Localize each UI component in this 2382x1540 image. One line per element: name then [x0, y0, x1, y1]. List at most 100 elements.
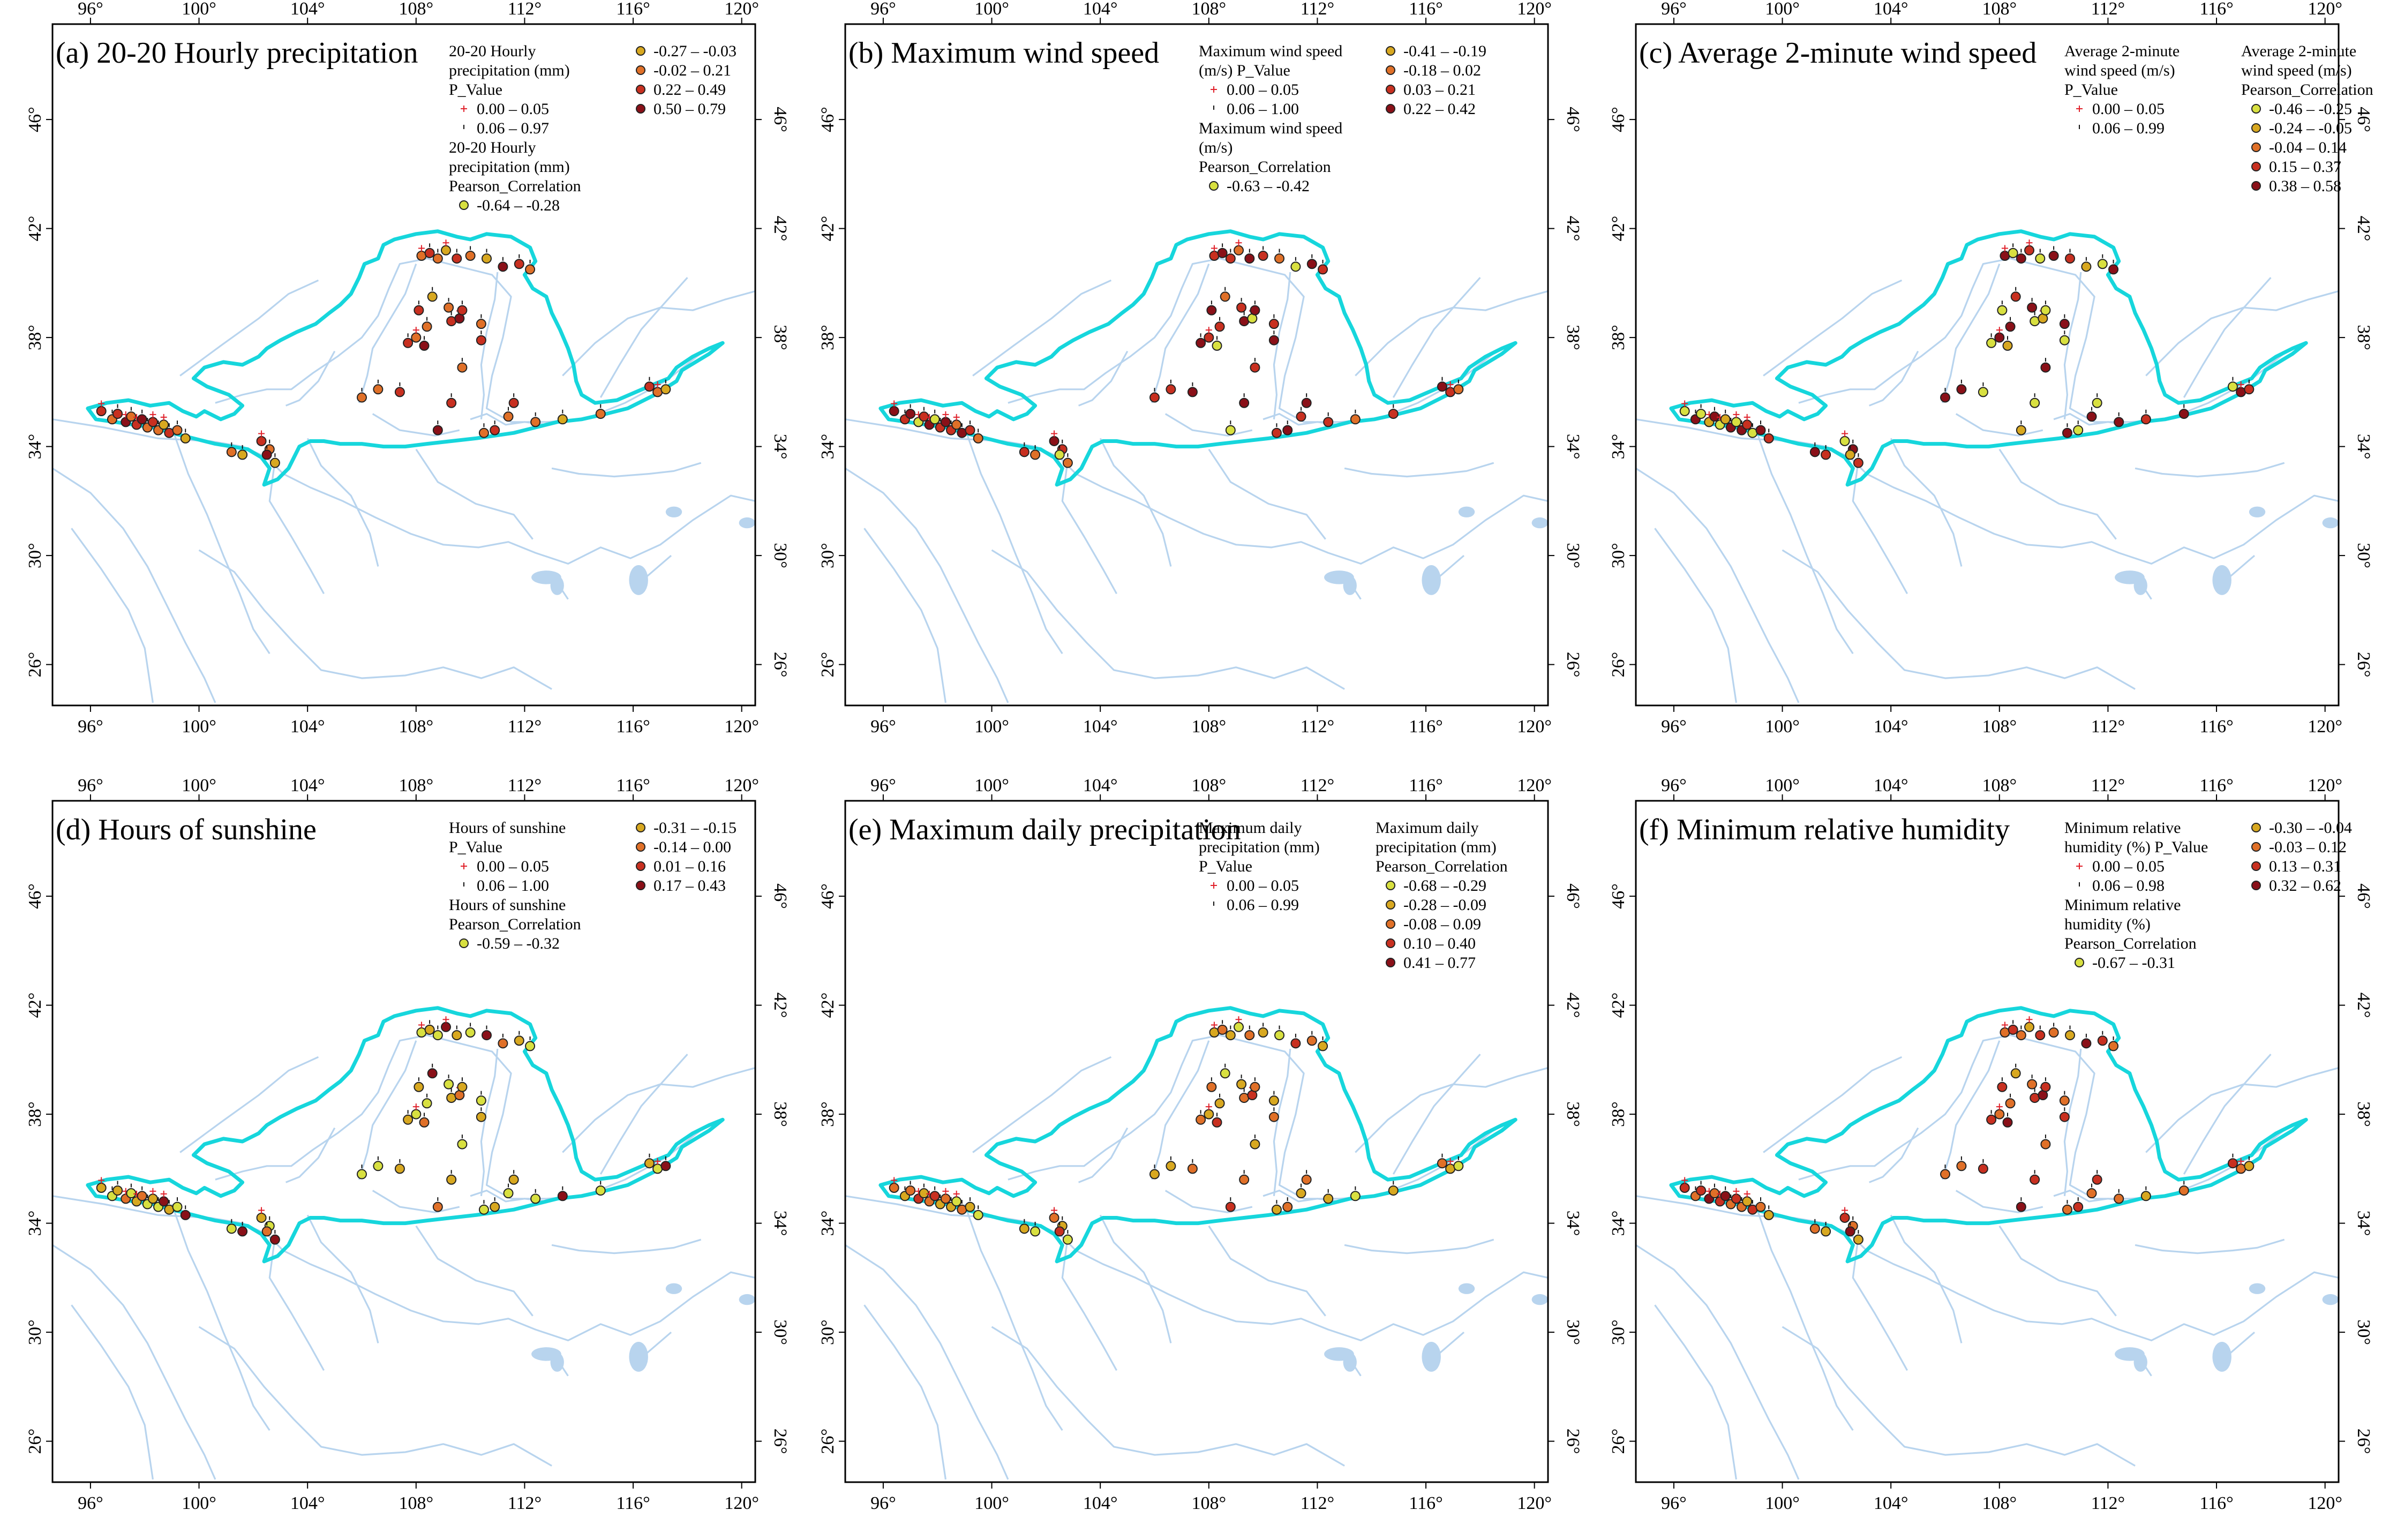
- latitude-label-left: 46°: [25, 107, 45, 132]
- station-marker: [180, 433, 191, 444]
- station-marker: [1062, 1234, 1073, 1245]
- legend-class-symbol: [636, 65, 645, 75]
- lake-shape: [1343, 1353, 1357, 1372]
- station-marker: [441, 245, 452, 256]
- legend-r-item: -0.63 – -0.42: [1227, 177, 1310, 195]
- longitude-label-bottom: 100°: [974, 1493, 1009, 1513]
- station-marker: [269, 457, 280, 468]
- station-marker: [394, 387, 405, 397]
- station-marker: [2227, 1158, 2238, 1169]
- station-marker: [1196, 337, 1206, 348]
- p-value-plus-marker: [258, 430, 265, 437]
- station-marker: [482, 1030, 492, 1041]
- river-line: [1941, 1040, 2001, 1180]
- legend-r-item: 0.03 – 0.21: [1403, 81, 1476, 99]
- station-marker: [503, 411, 514, 422]
- p-value-plus-marker: [2001, 1021, 2008, 1028]
- map-frame: [51, 800, 756, 1483]
- latitude-label-left: 42°: [1609, 216, 1628, 242]
- p-value-plus-marker: [412, 1103, 419, 1110]
- river-line: [562, 290, 755, 377]
- latitude-label-left: 30°: [1609, 1319, 1628, 1345]
- longitude-label-bottom: 108°: [1191, 717, 1226, 737]
- p-value-plus-marker: [418, 1021, 425, 1028]
- station-marker: [137, 1191, 147, 1201]
- p-value-plus-marker: [418, 245, 425, 252]
- station-marker: [973, 1210, 983, 1220]
- station-marker: [2092, 1174, 2102, 1185]
- station-marker: [2178, 1185, 2189, 1196]
- latitude-label-left: 34°: [25, 1211, 45, 1236]
- latitude-label-right: 30°: [1563, 1319, 1583, 1345]
- river-line: [358, 264, 417, 403]
- legend-class-symbol: [636, 46, 645, 56]
- legend-r-item: -0.46 – -0.25: [2269, 100, 2352, 118]
- station-marker: [2005, 1098, 2016, 1109]
- river-line: [1344, 462, 1494, 478]
- legend-class-symbol: [1386, 65, 1395, 75]
- latitude-label-left: 26°: [25, 1429, 45, 1454]
- legend-r-title: 20-20 Hourly: [449, 139, 536, 156]
- station-marker: [644, 1158, 655, 1169]
- river-line: [1355, 1067, 1548, 1153]
- latitude-label-left: 34°: [1609, 434, 1628, 460]
- basin-boundary: [86, 1006, 725, 1264]
- station-marker: [394, 1163, 405, 1174]
- station-marker: [1217, 1024, 1228, 1035]
- station-marker: [1940, 392, 1950, 403]
- legend-r-item: 0.22 – 0.42: [1403, 100, 1476, 118]
- station-marker: [965, 425, 975, 435]
- station-marker: [159, 419, 169, 430]
- legend-p-item: 0.00 – 0.05: [1227, 877, 1299, 895]
- map-area: [52, 1006, 755, 1480]
- station-marker: [498, 1038, 508, 1049]
- station-marker: [1696, 1185, 1707, 1196]
- station-marker: [1709, 411, 1720, 422]
- station-marker: [905, 1185, 916, 1196]
- station-marker: [508, 397, 519, 408]
- river-line: [268, 1236, 325, 1371]
- station-marker: [1250, 1081, 1260, 1092]
- legend-r-item: -0.67 – -0.31: [2092, 954, 2175, 972]
- latitude-label-right: 42°: [770, 216, 790, 242]
- station-marker: [269, 1234, 280, 1245]
- latitude-label-left: 26°: [818, 1429, 838, 1454]
- river-line: [2145, 290, 2339, 377]
- station-marker: [1271, 427, 1282, 438]
- legend-r-item: -0.28 – -0.09: [1403, 896, 1486, 914]
- station-marker: [1997, 305, 2008, 315]
- legend-class-symbol: [1386, 919, 1395, 929]
- station-marker: [514, 1035, 524, 1046]
- station-marker: [432, 253, 443, 264]
- station-marker: [422, 1098, 432, 1109]
- station-marker: [482, 253, 492, 264]
- legend-r-title: Average 2-minute: [2241, 42, 2356, 60]
- station-marker: [1839, 1212, 1850, 1223]
- river-line: [1273, 1048, 1291, 1196]
- p-value-plus-marker: [1211, 245, 1218, 252]
- latitude-label-left: 34°: [1609, 1211, 1628, 1236]
- latitude-label-left: 42°: [25, 216, 45, 242]
- latitude-label-left: 26°: [818, 652, 838, 678]
- latitude-label-left: 42°: [818, 216, 838, 242]
- legend-class-symbol: [1386, 900, 1395, 910]
- station-marker: [490, 1201, 500, 1212]
- station-marker: [1054, 1226, 1065, 1237]
- station-marker: [514, 259, 524, 269]
- legend-p-title: precipitation (mm): [1199, 838, 1320, 856]
- river-line: [1998, 1225, 2117, 1317]
- longitude-label-bottom: 112°: [2091, 1493, 2125, 1513]
- lake-shape: [629, 1341, 648, 1372]
- panel-title: (a) 20-20 Hourly precipitation: [56, 36, 418, 70]
- river-line: [71, 1304, 154, 1480]
- p-value-plus-marker: [2026, 1016, 2033, 1023]
- river-line: [2063, 272, 2082, 419]
- legend-p-title: Average 2-minute: [2064, 42, 2180, 60]
- station-marker: [644, 381, 655, 392]
- station-marker: [256, 435, 267, 446]
- p-value-plus-marker: [2237, 381, 2244, 388]
